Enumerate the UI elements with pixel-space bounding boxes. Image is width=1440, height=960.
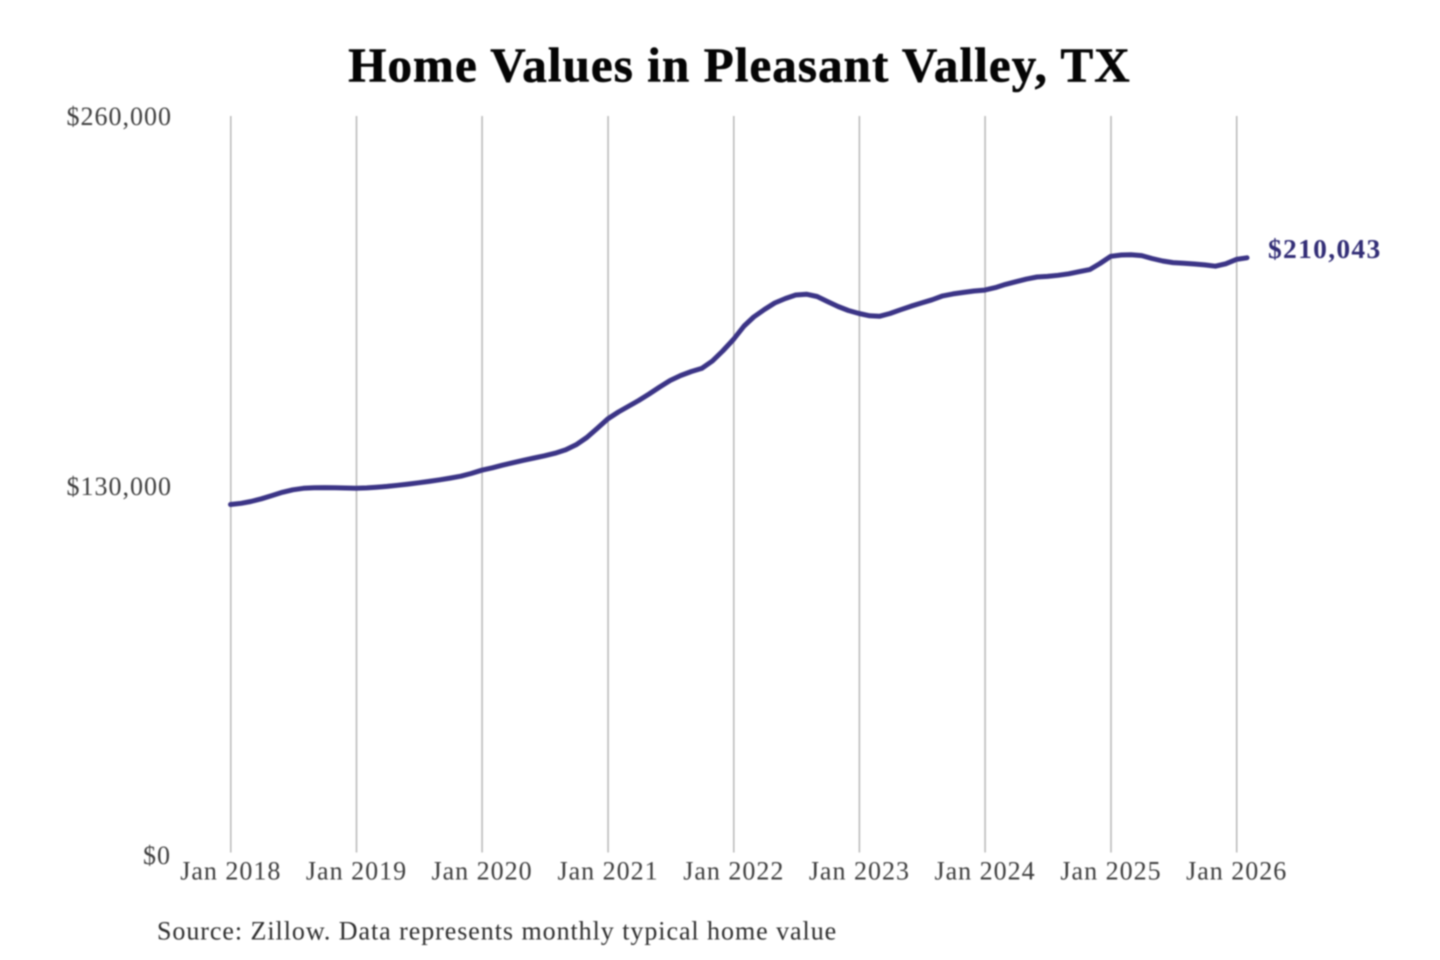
- svg-text:Jan 2023: Jan 2023: [809, 857, 910, 886]
- svg-text:$210,043: $210,043: [1268, 233, 1382, 264]
- svg-text:Jan 2025: Jan 2025: [1060, 857, 1161, 886]
- svg-text:$0: $0: [143, 841, 171, 870]
- svg-text:Source: Zillow. Data represent: Source: Zillow. Data represents monthly …: [157, 917, 837, 946]
- svg-text:Jan 2022: Jan 2022: [683, 857, 784, 886]
- svg-text:Home Values in Pleasant Valley: Home Values in Pleasant Valley, TX: [348, 38, 1131, 93]
- svg-text:Jan 2018: Jan 2018: [180, 857, 281, 886]
- svg-text:Jan 2020: Jan 2020: [432, 857, 533, 886]
- svg-text:$260,000: $260,000: [67, 102, 173, 131]
- svg-text:Jan 2021: Jan 2021: [558, 857, 659, 886]
- svg-text:Jan 2024: Jan 2024: [935, 857, 1036, 886]
- svg-text:$130,000: $130,000: [67, 472, 173, 501]
- svg-text:Jan 2019: Jan 2019: [306, 857, 407, 886]
- svg-text:Jan 2026: Jan 2026: [1186, 857, 1287, 886]
